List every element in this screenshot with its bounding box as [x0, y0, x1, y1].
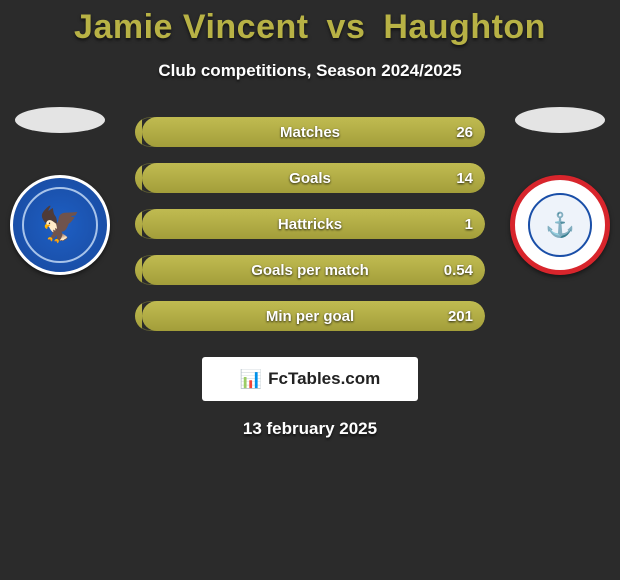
bar-left-fill	[135, 255, 142, 285]
right-club-badge-icon: ⚓	[528, 193, 592, 257]
left-club-badge-icon: 🦅	[22, 187, 98, 263]
bar-left-fill	[135, 163, 142, 193]
stat-bars: Matches26 Goals14 Hattricks1 Goals per matc…	[135, 117, 485, 347]
comparison-infographic: Jamie Vincent vs Haughton Club competiti…	[0, 0, 620, 580]
bar-left-fill	[135, 117, 142, 147]
stats-arena: 🦅 ⚓ Matches26 Goals14 Hattricks1 Goals per …	[0, 117, 620, 347]
title-vs: vs	[327, 8, 366, 46]
subtitle: Club competitions, Season 2024/2025	[0, 61, 620, 81]
stat-row: Hattricks1	[135, 209, 485, 239]
brand-logo[interactable]: 📊 FcTables.com	[202, 357, 418, 401]
stat-row: Matches26	[135, 117, 485, 147]
bar-left-fill	[135, 301, 142, 331]
bar-right-fill	[142, 117, 485, 147]
footer-date: 13 february 2025	[0, 419, 620, 439]
stat-row: Goals14	[135, 163, 485, 193]
chart-icon: 📊	[240, 369, 262, 390]
bar-right-fill	[142, 163, 485, 193]
title-player2: Haughton	[383, 8, 546, 46]
stat-row: Min per goal201	[135, 301, 485, 331]
bar-right-fill	[142, 301, 485, 331]
stat-row: Goals per match0.54	[135, 255, 485, 285]
brand-text: FcTables.com	[268, 369, 380, 389]
page-title: Jamie Vincent vs Haughton	[0, 0, 620, 47]
left-player-column: 🦅	[0, 107, 120, 275]
left-player-avatar-oval	[15, 107, 105, 133]
title-player1: Jamie Vincent	[74, 8, 309, 46]
bar-right-fill	[142, 209, 485, 239]
left-club-badge: 🦅	[10, 175, 110, 275]
right-club-badge: ⚓	[510, 175, 610, 275]
bar-left-fill	[135, 209, 142, 239]
right-player-column: ⚓	[500, 107, 620, 275]
bar-right-fill	[142, 255, 485, 285]
right-player-avatar-oval	[515, 107, 605, 133]
